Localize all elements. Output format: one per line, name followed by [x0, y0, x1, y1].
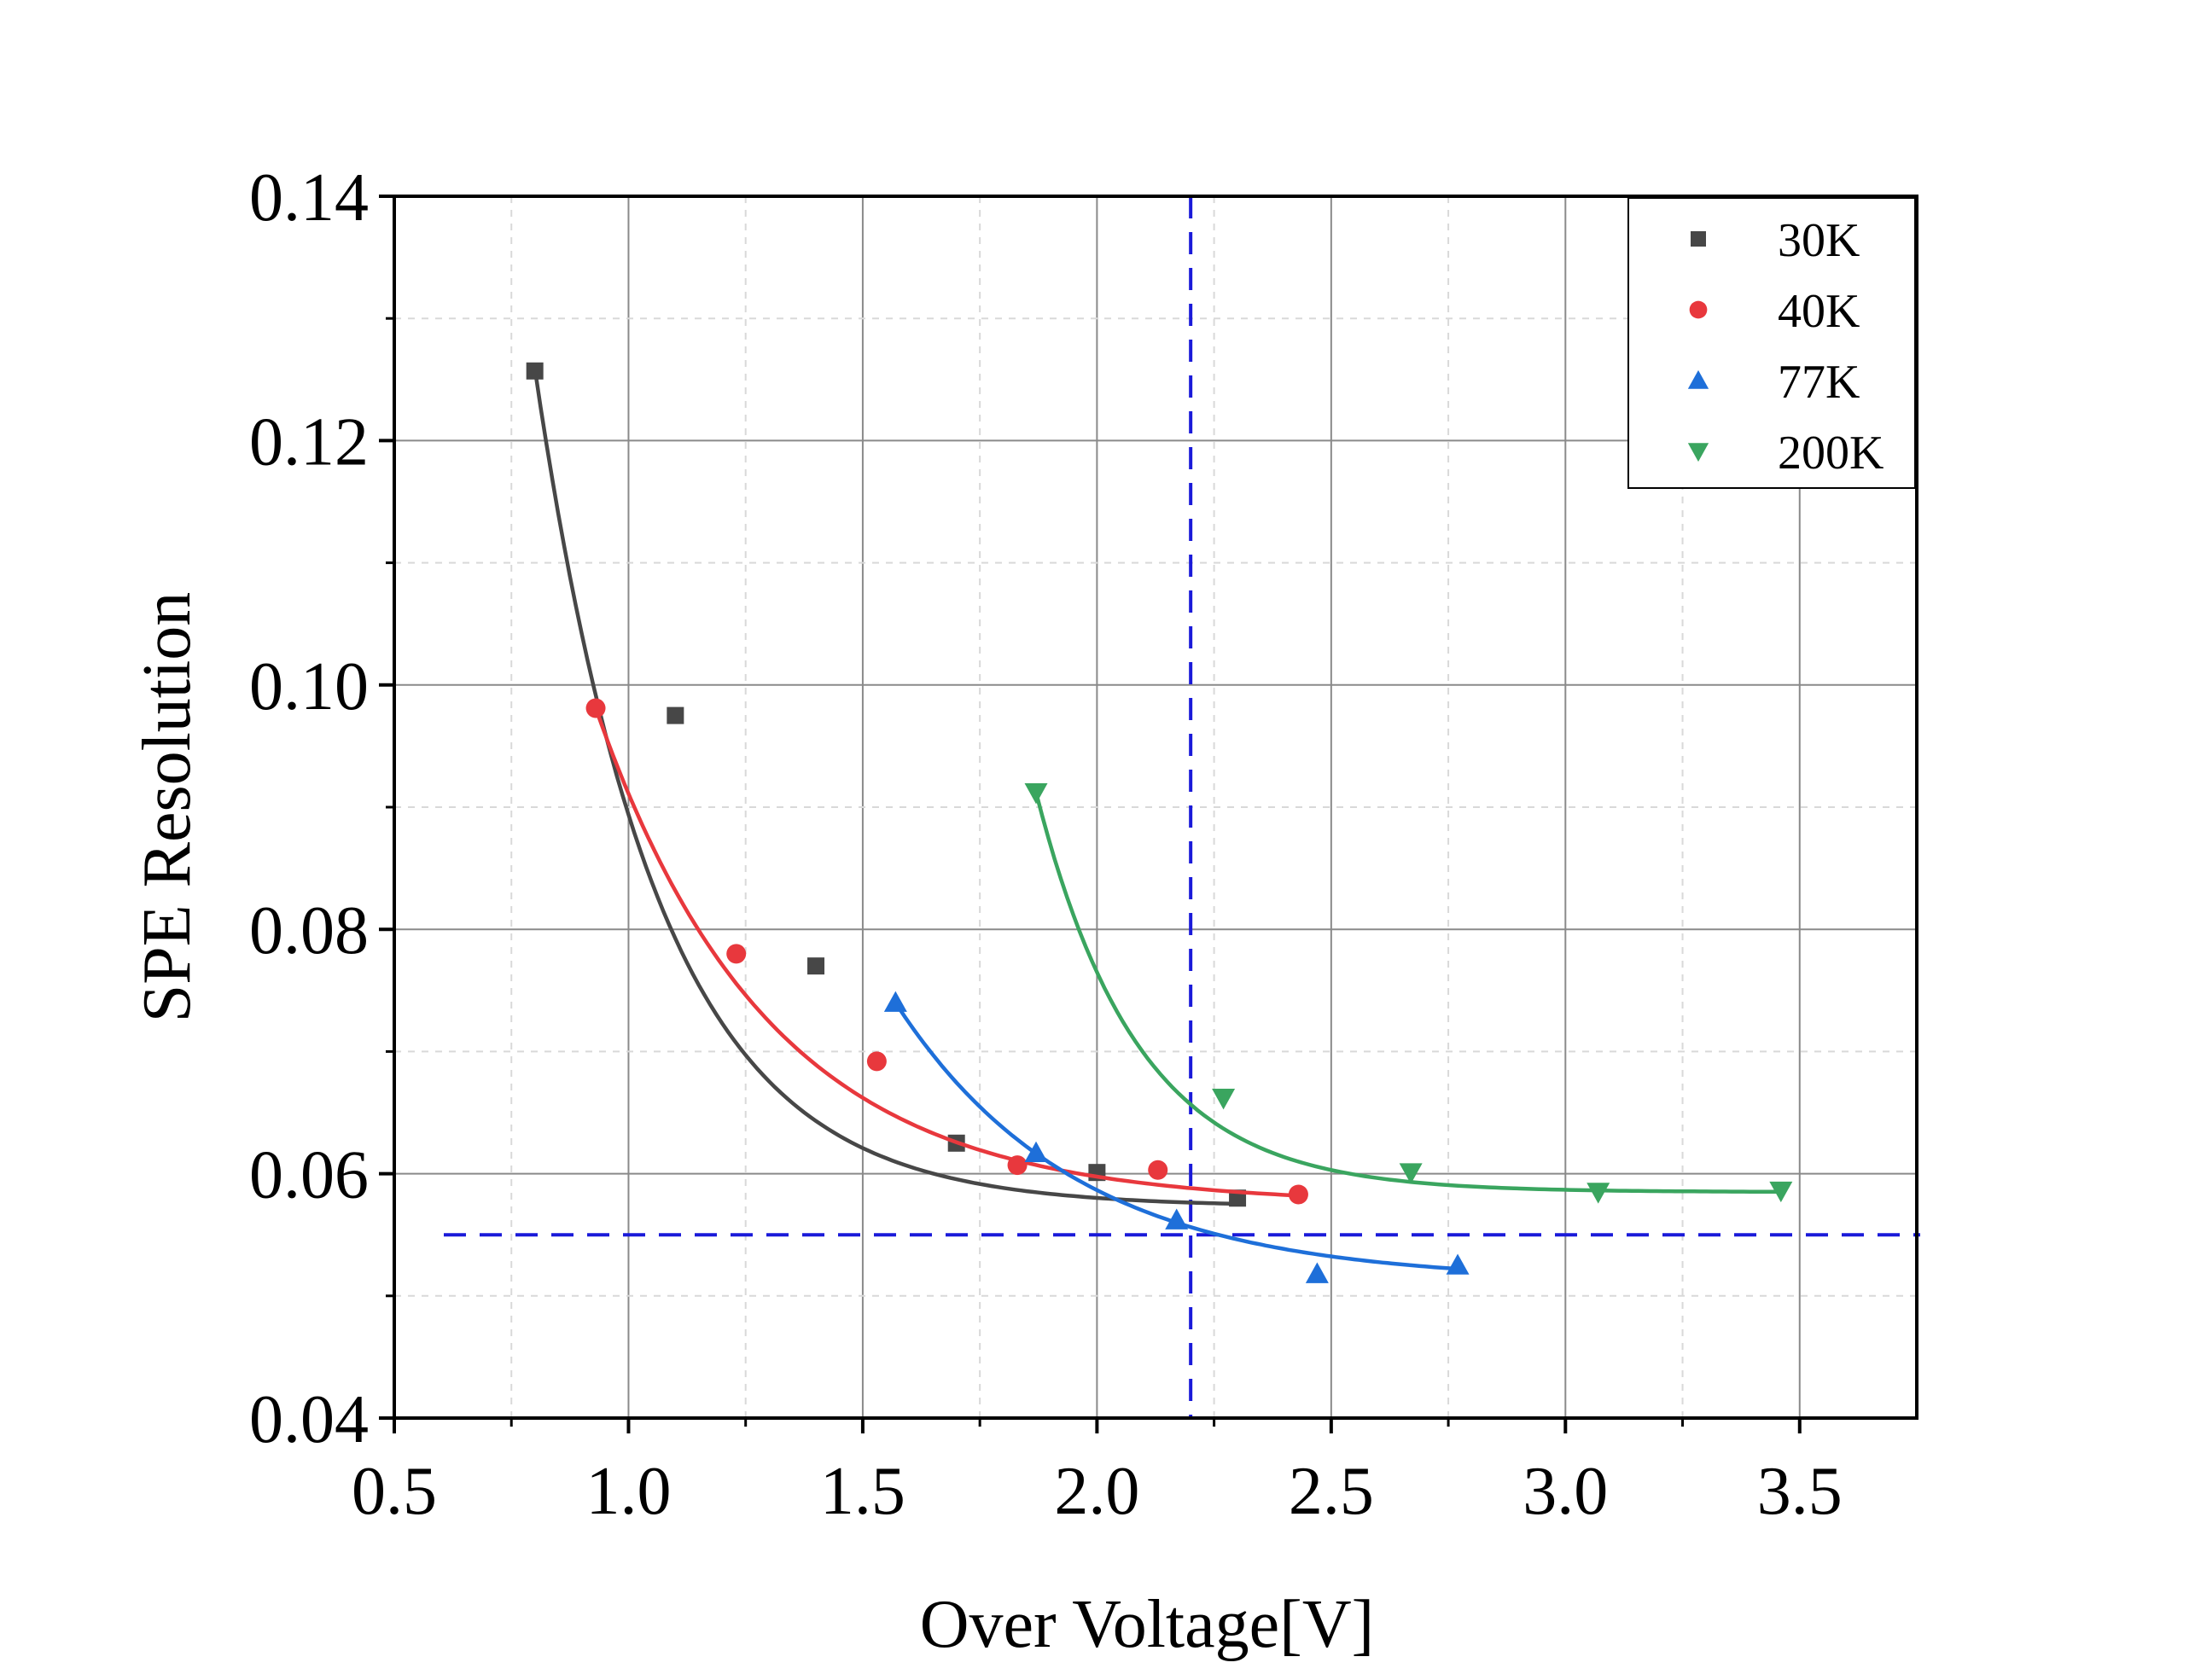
reference-lines: [444, 196, 1920, 1418]
data-point-200k: [1587, 1183, 1610, 1204]
data-point-200k: [1212, 1089, 1236, 1110]
fit-curve-200k: [1033, 792, 1781, 1195]
x-axis-title: Over Voltage[V]: [920, 1587, 1374, 1662]
data-point-40k: [726, 944, 747, 964]
y-tick-label: 0.10: [249, 649, 369, 724]
legend-label-77k: 77K: [1778, 356, 1860, 409]
data-point-77k: [1305, 1262, 1329, 1283]
data-point-200k: [1024, 783, 1048, 805]
legend-marker-77k: [1687, 369, 1709, 389]
data-point-77k: [1024, 1141, 1048, 1163]
data-point-30k: [526, 362, 544, 380]
series-layer: [526, 362, 1793, 1283]
x-tick-label: 2.0: [1054, 1454, 1139, 1529]
legend-label-30k: 30K: [1778, 214, 1860, 267]
x-tick-label: 3.5: [1757, 1454, 1843, 1529]
y-tick-label: 0.06: [249, 1138, 369, 1213]
data-point-77k: [1165, 1208, 1189, 1229]
series-40k: [585, 698, 1308, 1205]
y-axis-title: SPE Resolution: [130, 592, 205, 1023]
legend-label-200k: 200K: [1778, 427, 1884, 480]
data-point-40k: [1148, 1160, 1168, 1180]
x-tick-label: 1.0: [585, 1454, 671, 1529]
data-point-77k: [883, 991, 907, 1012]
y-tick-label: 0.12: [249, 404, 369, 480]
y-tick-label: 0.08: [249, 893, 369, 968]
x-tick-label: 0.5: [352, 1454, 437, 1529]
data-point-40k: [1288, 1184, 1308, 1205]
legend-marker-200k: [1687, 443, 1709, 462]
legend: 30K 40K 77K 200K: [1627, 197, 1916, 489]
data-point-40k: [585, 698, 606, 718]
y-tick-label: 0.04: [249, 1382, 369, 1457]
data-point-30k: [807, 957, 825, 975]
y-tick-label: 0.14: [249, 160, 369, 235]
x-tick-label: 3.0: [1523, 1454, 1608, 1529]
x-tick-label: 1.5: [820, 1454, 905, 1529]
data-point-40k: [1007, 1155, 1028, 1176]
legend-marker-40k: [1689, 300, 1708, 319]
series-200k: [1024, 783, 1793, 1204]
legend-marker-30k: [1691, 231, 1706, 247]
data-point-200k: [1769, 1181, 1793, 1203]
data-point-77k: [1446, 1253, 1470, 1275]
fit-curve-40k: [593, 707, 1299, 1198]
series-77k: [883, 991, 1470, 1283]
data-point-30k: [667, 706, 684, 724]
data-point-40k: [866, 1051, 887, 1072]
legend-label-40k: 40K: [1778, 285, 1860, 338]
data-point-200k: [1399, 1163, 1423, 1184]
legend-box: [1627, 197, 1916, 489]
x-tick-label: 2.5: [1289, 1454, 1374, 1529]
axes: 0.5 1.0 1.5 2.0 2.5 3.0 3.5 0.04 0.06 0.08 0.10 0.1…: [249, 160, 1843, 1529]
